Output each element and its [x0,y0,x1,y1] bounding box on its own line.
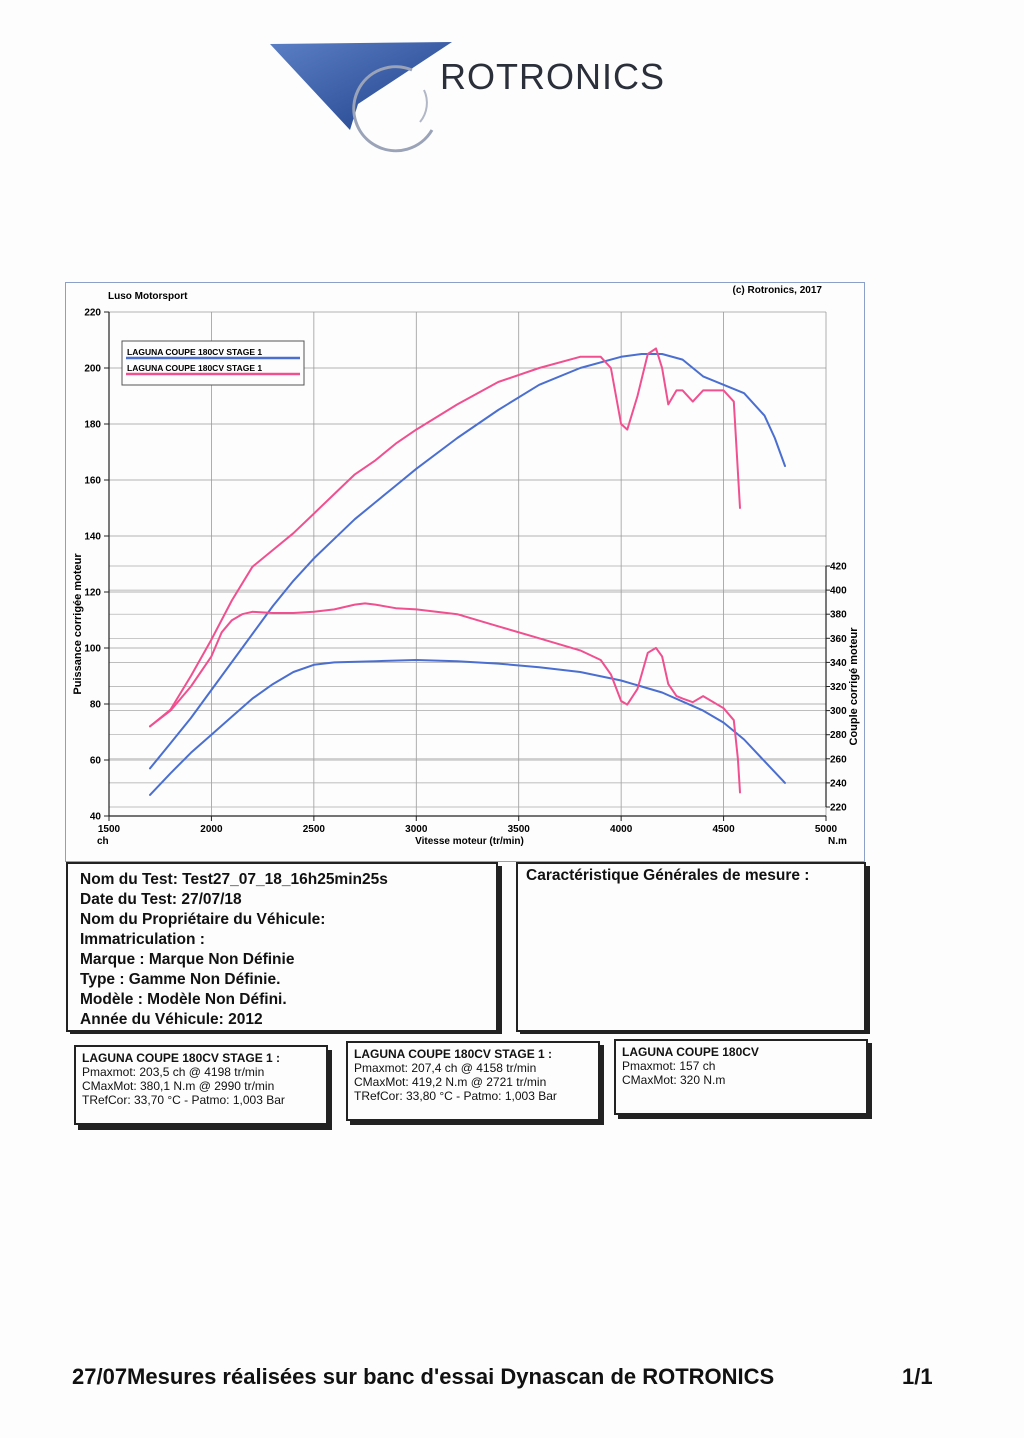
result-line: Pmaxmot: 207,4 ch @ 4158 tr/min [354,1061,537,1075]
characteristics-box: Caractéristique Générales de mesure : [516,862,866,1032]
test-info-line: Nom du Propriétaire du Véhicule: [80,911,326,928]
x-tick-label: 1500 [98,824,121,835]
result-line: TRefCor: 33,70 °C - Patmo: 1,003 Bar [82,1093,285,1107]
series-line-torque-pink [149,602,741,794]
characteristics-title: Caractéristique Générales de mesure : [526,867,810,884]
x-tick-label: 3000 [405,824,428,835]
x-tick-label: 5000 [815,824,838,835]
y-tick-label-right: 400 [830,586,847,597]
result-line: Pmaxmot: 203,5 ch @ 4198 tr/min [82,1065,265,1079]
y-tick-label-right: 360 [830,634,847,645]
x-tick-label: 3500 [508,824,531,835]
test-info-lines: Nom du Test: Test27_07_18_16h25min25s Dat… [80,870,484,1030]
test-info-line: Année du Véhicule: 2012 [80,1011,263,1028]
brand-name: ROTRONICS [440,56,665,97]
y-tick-label-right: 240 [830,778,847,789]
result-box-2: LAGUNA COUPE 180CV STAGE 1 : Pmaxmot: 20… [346,1041,600,1121]
page-number: 1/1 [902,1364,933,1389]
legend-box [121,340,305,386]
result-title-2: LAGUNA COUPE 180CV STAGE 1 : [354,1047,553,1061]
y-tick-label-right: 300 [830,706,847,717]
y-tick-label-left: 220 [84,308,101,319]
y-tick-label-right: 260 [830,754,847,765]
y-tick-label-left: 80 [90,700,102,711]
result-title-3: LAGUNA COUPE 180CV [622,1045,759,1059]
chart-top-left-label: Luso Motorsport [108,291,188,302]
x-axis-label: Vitesse moteur (tr/min) [415,836,524,847]
result-box-1: LAGUNA COUPE 180CV STAGE 1 : Pmaxmot: 20… [74,1045,328,1125]
dyno-chart-frame: 40 60 80 100 120 140 160 180 200 220 220 240 260 280 3… [65,282,865,862]
result-box-3: LAGUNA COUPE 180CV Pmaxmot: 157 ch CMaxM… [614,1039,868,1115]
footer-text: 27/07Mesures réalisées sur banc d'essai … [72,1364,775,1389]
y-tick-label-left: 120 [84,588,101,599]
test-info-line: Date du Test: 27/07/18 [80,891,242,908]
result-line: TRefCor: 33,80 °C - Patmo: 1,003 Bar [354,1089,557,1103]
y-tick-label-right: 220 [830,803,847,814]
y-tick-label-left: 100 [84,644,101,655]
legend-label: LAGUNA COUPE 180CV STAGE 1 [127,347,262,357]
result-line: CMaxMot: 320 N.m [622,1073,726,1087]
legend-label: LAGUNA COUPE 180CV STAGE 1 [127,363,262,373]
test-info-box: Nom du Test: Test27_07_18_16h25min25s Dat… [66,862,498,1032]
y-tick-label-right: 380 [830,610,847,621]
result-title-1: LAGUNA COUPE 180CV STAGE 1 : [82,1051,281,1065]
result-line: CMaxMot: 419,2 N.m @ 2721 tr/min [354,1075,547,1089]
y-tick-label-right: 320 [830,682,847,693]
y-tick-label-left: 40 [90,812,102,823]
y-tick-label-left: 140 [84,532,101,543]
y-axis-label-left: Puissance corrigée moteur [72,553,84,695]
y-tick-label-left: 180 [84,420,101,431]
y-axis-label-right: Couple corrigé moteur [848,627,860,746]
x-tick-label: 2000 [200,824,223,835]
unit-right: N.m [828,836,847,847]
result-line: Pmaxmot: 157 ch [622,1059,716,1073]
x-tick-label: 4500 [712,824,735,835]
y-tick-label-left: 160 [84,476,101,487]
unit-left: ch [97,836,109,847]
y-tick-label-right: 340 [830,658,847,669]
test-info-line: Modèle : Modèle Non Défini. [80,991,287,1008]
series-line-power-blue [149,353,786,770]
rotronics-logo [270,42,452,153]
y-tick-label-left: 200 [84,364,101,375]
test-info-line: Type : Gamme Non Définie. [80,971,281,988]
y-tick-label-left: 60 [90,756,102,767]
result-line: CMaxMot: 380,1 N.m @ 2990 tr/min [82,1079,275,1093]
test-info-line: Nom du Test: Test27_07_18_16h25min25s [80,871,388,888]
test-info-line: Marque : Marque Non Définie [80,951,295,968]
series-line-torque-blue [149,659,786,796]
y-tick-label-right: 280 [830,730,847,741]
series-line-power-pink [149,347,741,728]
chart-copyright: (c) Rotronics, 2017 [733,285,823,296]
x-tick-label: 2500 [303,824,326,835]
x-tick-label: 4000 [610,824,633,835]
y-tick-label-right: 420 [830,562,847,573]
test-info-line: Immatriculation : [80,931,205,948]
dyno-chart: 40 60 80 100 120 140 160 180 200 220 220 240 260 280 3… [72,285,860,847]
